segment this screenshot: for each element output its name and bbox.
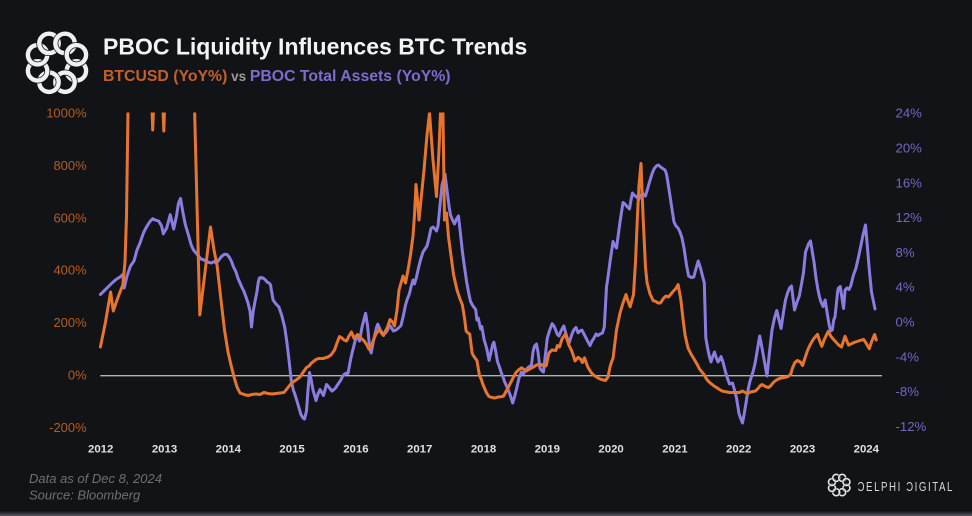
svg-text:2017: 2017 xyxy=(407,444,432,456)
svg-text:2014: 2014 xyxy=(216,444,242,456)
svg-text:2021: 2021 xyxy=(662,444,688,456)
svg-text:2018: 2018 xyxy=(471,444,496,456)
svg-text:0%: 0% xyxy=(68,368,87,383)
svg-text:2019: 2019 xyxy=(535,444,560,456)
svg-text:200%: 200% xyxy=(53,315,87,330)
svg-text:-200%: -200% xyxy=(49,420,87,435)
svg-text:2024: 2024 xyxy=(854,444,880,456)
svg-text:0%: 0% xyxy=(896,315,915,330)
svg-text:2012: 2012 xyxy=(88,444,113,456)
svg-text:600%: 600% xyxy=(53,210,87,225)
svg-text:2022: 2022 xyxy=(726,444,751,456)
svg-text:8%: 8% xyxy=(896,245,915,260)
svg-text:ƆELPHI ƆIGITAL: ƆELPHI ƆIGITAL xyxy=(858,480,955,494)
svg-text:2013: 2013 xyxy=(152,444,177,456)
svg-text:800%: 800% xyxy=(53,158,87,173)
svg-text:Source: Bloomberg: Source: Bloomberg xyxy=(29,488,141,503)
svg-text:2020: 2020 xyxy=(598,444,623,456)
svg-text:2015: 2015 xyxy=(279,444,305,456)
svg-text:Data as of Dec 8, 2024: Data as of Dec 8, 2024 xyxy=(29,471,162,486)
svg-text:-4%: -4% xyxy=(896,349,920,364)
svg-text:2023: 2023 xyxy=(790,444,815,456)
svg-text:2016: 2016 xyxy=(343,444,368,456)
svg-text:12%: 12% xyxy=(896,210,923,225)
svg-text:400%: 400% xyxy=(53,263,87,278)
svg-text:20%: 20% xyxy=(896,141,923,156)
svg-text:PBOC Liquidity Influences BTC: PBOC Liquidity Influences BTC Trends xyxy=(103,34,527,60)
svg-text:4%: 4% xyxy=(896,280,915,295)
svg-text:-12%: -12% xyxy=(896,419,927,434)
svg-text:16%: 16% xyxy=(896,175,923,190)
svg-text:24%: 24% xyxy=(896,106,923,121)
svg-text:1000%: 1000% xyxy=(46,106,87,121)
svg-text:-8%: -8% xyxy=(896,384,920,399)
svg-text:BTCUSD (YoY%) vs PBOC Total As: BTCUSD (YoY%) vs PBOC Total Assets (YoY%… xyxy=(103,68,451,85)
